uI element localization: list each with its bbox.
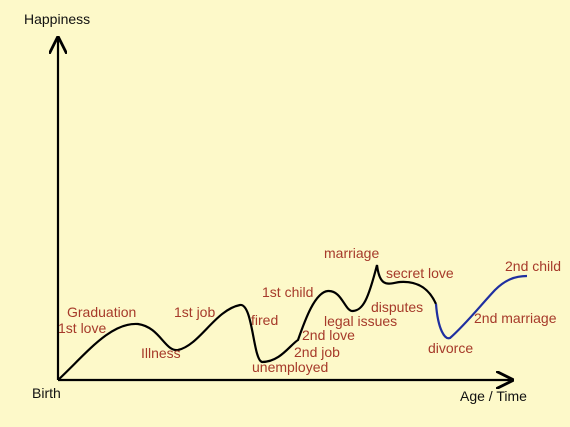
event-fired: fired [251,312,278,328]
life-curve [57,264,438,381]
y-axis-label: Happiness [24,11,90,27]
event-second-love: 2nd love [302,327,355,343]
event-illness: Illness [141,345,181,361]
recovery-curve [434,274,528,340]
event-second-child: 2nd child [505,258,561,274]
event-first-love: 1st love [58,320,106,336]
event-unemployed: unemployed [252,359,328,375]
event-first-child: 1st child [262,284,313,300]
event-legal-issues: legal issues [324,313,397,329]
event-second-job: 2nd job [294,344,340,360]
event-secret-love: secret love [386,265,454,281]
event-disputes: disputes [371,299,423,315]
event-divorce: divorce [428,340,473,356]
event-second-marriage: 2nd marriage [474,310,557,326]
x-axis-label: Age / Time [460,388,527,404]
origin-label: Birth [32,385,61,401]
event-marriage: marriage [324,245,379,261]
event-first-job: 1st job [174,304,215,320]
event-graduation: Graduation [67,304,136,320]
